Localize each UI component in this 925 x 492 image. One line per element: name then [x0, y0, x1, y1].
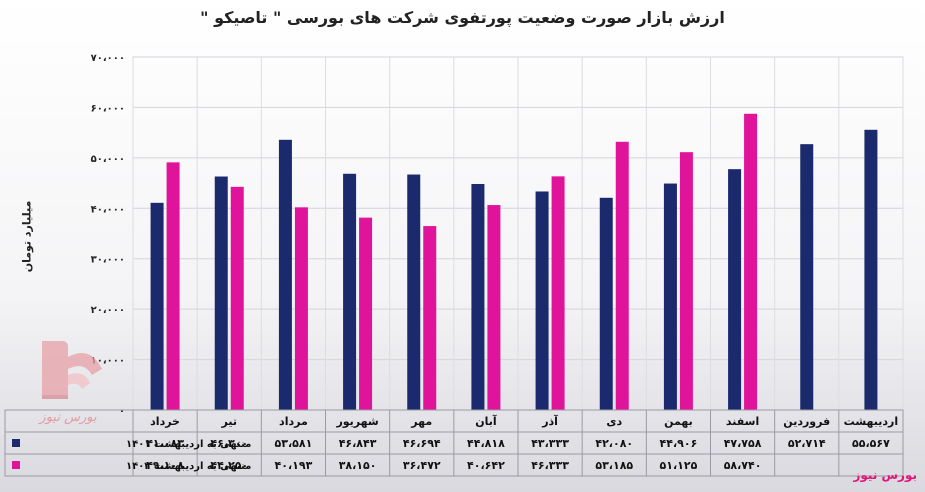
data-label: ۴۹،۱۰۸: [146, 459, 184, 472]
data-label: ۵۳،۱۸۵: [595, 459, 633, 472]
data-label: ۴۶،۳۳۳: [531, 459, 569, 472]
category-label: فروردین: [783, 415, 830, 428]
bar-1402: [744, 113, 758, 411]
category-label: شهریور: [335, 415, 378, 428]
bourse-news-logo: بورس نیوز: [28, 335, 108, 439]
bar-1402: [359, 217, 373, 410]
data-label: ۴۷،۷۵۸: [724, 437, 762, 450]
legend-label: منتهی به اردیبهشت ۱۴۰۲: [126, 461, 251, 472]
y-tick-label: ۲۰،۰۰۰: [91, 305, 125, 316]
category-label: دی: [606, 415, 622, 428]
bar-1401: [214, 176, 228, 410]
bar-1402: [230, 186, 244, 410]
data-label: ۴۴،۸۱۸: [467, 437, 505, 450]
category-label: بهمن: [664, 415, 693, 428]
bar-1401: [407, 174, 421, 410]
category-label: مهر: [410, 415, 432, 428]
brand-name: بورس نیوز: [853, 468, 917, 482]
data-label: ۴۲،۰۸۰: [595, 437, 633, 450]
data-label: ۵۳،۵۸۱: [275, 437, 313, 450]
bar-1401: [150, 202, 164, 410]
bar-1402: [294, 207, 308, 410]
bar-1401: [599, 197, 613, 410]
y-tick-label: ۷۰،۰۰۰: [91, 53, 125, 64]
bar-1402: [551, 176, 565, 410]
data-label: ۴۶،۶۹۴: [403, 437, 441, 450]
bar-1401: [471, 183, 485, 410]
category-label: خرداد: [150, 415, 180, 428]
legend-swatch: [12, 461, 20, 469]
data-label: ۵۵،۵۶۷: [852, 437, 890, 450]
data-label: ۴۴،۲۵۰: [210, 459, 248, 472]
category-label: آبان: [475, 414, 497, 428]
y-tick-label: ۰: [119, 406, 125, 417]
y-tick-label: ۶۰،۰۰۰: [91, 103, 125, 114]
y-tick-label: ۴۰،۰۰۰: [91, 204, 125, 215]
legend-swatch: [12, 439, 20, 447]
data-label: ۴۶،۸۴۳: [339, 437, 377, 450]
category-label: اردیبهشت: [844, 415, 898, 428]
bar-1402: [487, 205, 501, 410]
category-label: اسفند: [726, 415, 759, 428]
y-tick-label: ۱۰،۰۰۰: [91, 356, 125, 367]
svg-text:بورس نیوز: بورس نیوز: [37, 410, 97, 425]
data-label: ۳۶،۴۷۲: [403, 459, 441, 472]
bar-1401: [728, 169, 742, 410]
y-tick-label: ۵۰،۰۰۰: [91, 154, 125, 165]
category-label: تیر: [221, 415, 237, 428]
bar-1402: [615, 141, 629, 410]
bar-1401: [343, 173, 357, 410]
bar-1402: [166, 162, 180, 410]
data-label: ۳۸،۱۵۰: [339, 459, 377, 472]
data-label: ۴۶،۳۰۰: [210, 437, 248, 450]
data-label: ۵۸،۷۴۰: [724, 459, 762, 472]
bar-1401: [663, 183, 677, 410]
data-label: ۵۱،۱۲۵: [660, 459, 698, 472]
data-label: ۴۰،۱۹۳: [275, 459, 313, 472]
data-label: ۴۱،۰۸۳: [146, 437, 184, 450]
bar-1401: [800, 144, 814, 410]
y-tick-label: ۳۰،۰۰۰: [91, 255, 125, 266]
bar-1402: [423, 226, 437, 410]
bar-1401: [278, 139, 292, 410]
bar-1402: [679, 152, 693, 410]
bar-1401: [864, 129, 878, 410]
data-label: ۴۳،۳۳۳: [531, 437, 569, 450]
bar-1401: [535, 191, 549, 410]
data-label: ۵۲،۷۱۴: [788, 437, 826, 450]
category-label: مرداد: [279, 415, 308, 428]
category-label: آذر: [541, 414, 558, 428]
legend-label: منتهی به اردیبهشت ۱۴۰۱: [126, 439, 251, 450]
data-label: ۴۴،۹۰۶: [660, 437, 698, 450]
chart-title: ارزش بازار صورت وضعیت پورتفوی شرکت های ب…: [200, 8, 725, 27]
data-label: ۴۰،۶۴۲: [467, 459, 505, 472]
